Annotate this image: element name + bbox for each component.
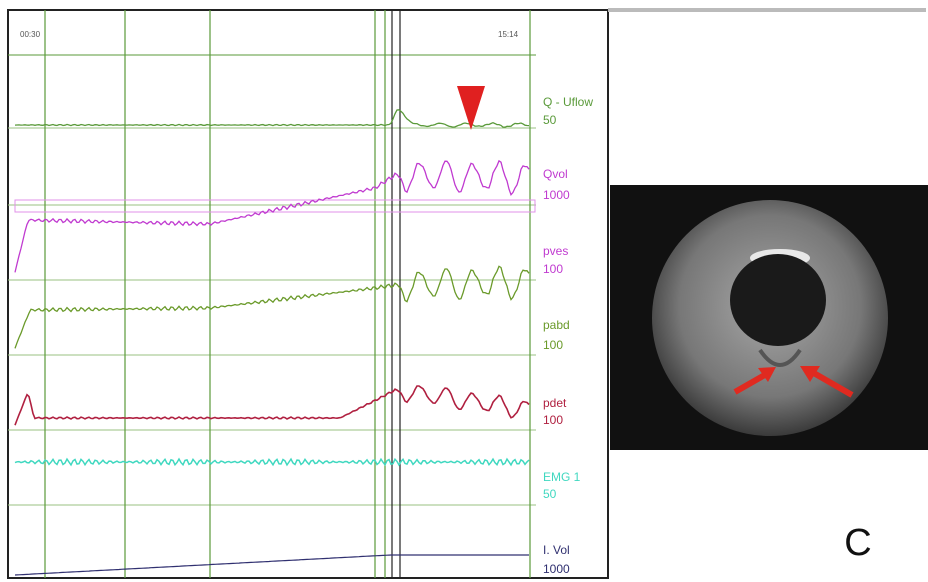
tracing-frame bbox=[8, 10, 608, 578]
channel-name: pabd bbox=[543, 318, 570, 332]
channel-name: pdet bbox=[543, 396, 567, 410]
channel-name: I. Vol bbox=[543, 543, 570, 557]
channel-name: EMG 1 bbox=[543, 470, 581, 484]
channel-scale: 50 bbox=[543, 113, 557, 127]
bladder bbox=[730, 254, 826, 346]
channel-scale: 100 bbox=[543, 338, 563, 352]
channel-name: pves bbox=[543, 244, 568, 258]
panel-label: C bbox=[844, 522, 871, 564]
channel-scale: 100 bbox=[543, 413, 563, 427]
time-left: 00:30 bbox=[20, 30, 41, 39]
channel-name: Q - Uflow bbox=[543, 95, 593, 109]
top-border bbox=[608, 8, 926, 12]
figure: 00:30 15:14 Q - Uflow 50 Qvol 1000 pves 100 pa… bbox=[0, 0, 928, 582]
time-right: 15:14 bbox=[498, 30, 519, 39]
channel-scale: 100 bbox=[543, 262, 563, 276]
channel-scale: 50 bbox=[543, 487, 557, 501]
channel-name: Qvol bbox=[543, 167, 568, 181]
channel-scale: 1000 bbox=[543, 188, 570, 202]
channel-scale: 1000 bbox=[543, 562, 570, 576]
